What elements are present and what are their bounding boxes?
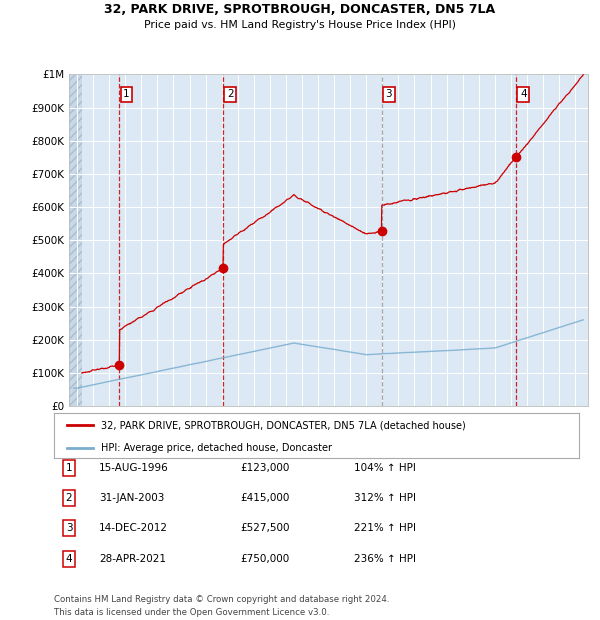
Text: 3: 3 bbox=[65, 523, 73, 533]
Text: 32, PARK DRIVE, SPROTBROUGH, DONCASTER, DN5 7LA (detached house): 32, PARK DRIVE, SPROTBROUGH, DONCASTER, … bbox=[101, 420, 466, 430]
Text: 104% ↑ HPI: 104% ↑ HPI bbox=[354, 463, 416, 473]
Text: 312% ↑ HPI: 312% ↑ HPI bbox=[354, 493, 416, 503]
Text: 221% ↑ HPI: 221% ↑ HPI bbox=[354, 523, 416, 533]
Text: 2: 2 bbox=[65, 493, 73, 503]
Text: 15-AUG-1996: 15-AUG-1996 bbox=[99, 463, 169, 473]
Text: 3: 3 bbox=[386, 89, 392, 99]
Text: 4: 4 bbox=[520, 89, 527, 99]
Text: 28-APR-2021: 28-APR-2021 bbox=[99, 554, 166, 564]
Text: £415,000: £415,000 bbox=[240, 493, 289, 503]
Text: £527,500: £527,500 bbox=[240, 523, 290, 533]
Text: 236% ↑ HPI: 236% ↑ HPI bbox=[354, 554, 416, 564]
Text: HPI: Average price, detached house, Doncaster: HPI: Average price, detached house, Donc… bbox=[101, 443, 332, 453]
Text: 4: 4 bbox=[65, 554, 73, 564]
Text: Contains HM Land Registry data © Crown copyright and database right 2024.
This d: Contains HM Land Registry data © Crown c… bbox=[54, 595, 389, 617]
Text: 14-DEC-2012: 14-DEC-2012 bbox=[99, 523, 168, 533]
Text: 2: 2 bbox=[227, 89, 233, 99]
Text: 1: 1 bbox=[65, 463, 73, 473]
Text: 1: 1 bbox=[123, 89, 130, 99]
Text: Price paid vs. HM Land Registry's House Price Index (HPI): Price paid vs. HM Land Registry's House … bbox=[144, 20, 456, 30]
Text: 31-JAN-2003: 31-JAN-2003 bbox=[99, 493, 164, 503]
Text: £123,000: £123,000 bbox=[240, 463, 289, 473]
Text: 32, PARK DRIVE, SPROTBROUGH, DONCASTER, DN5 7LA: 32, PARK DRIVE, SPROTBROUGH, DONCASTER, … bbox=[104, 3, 496, 16]
Text: £750,000: £750,000 bbox=[240, 554, 289, 564]
